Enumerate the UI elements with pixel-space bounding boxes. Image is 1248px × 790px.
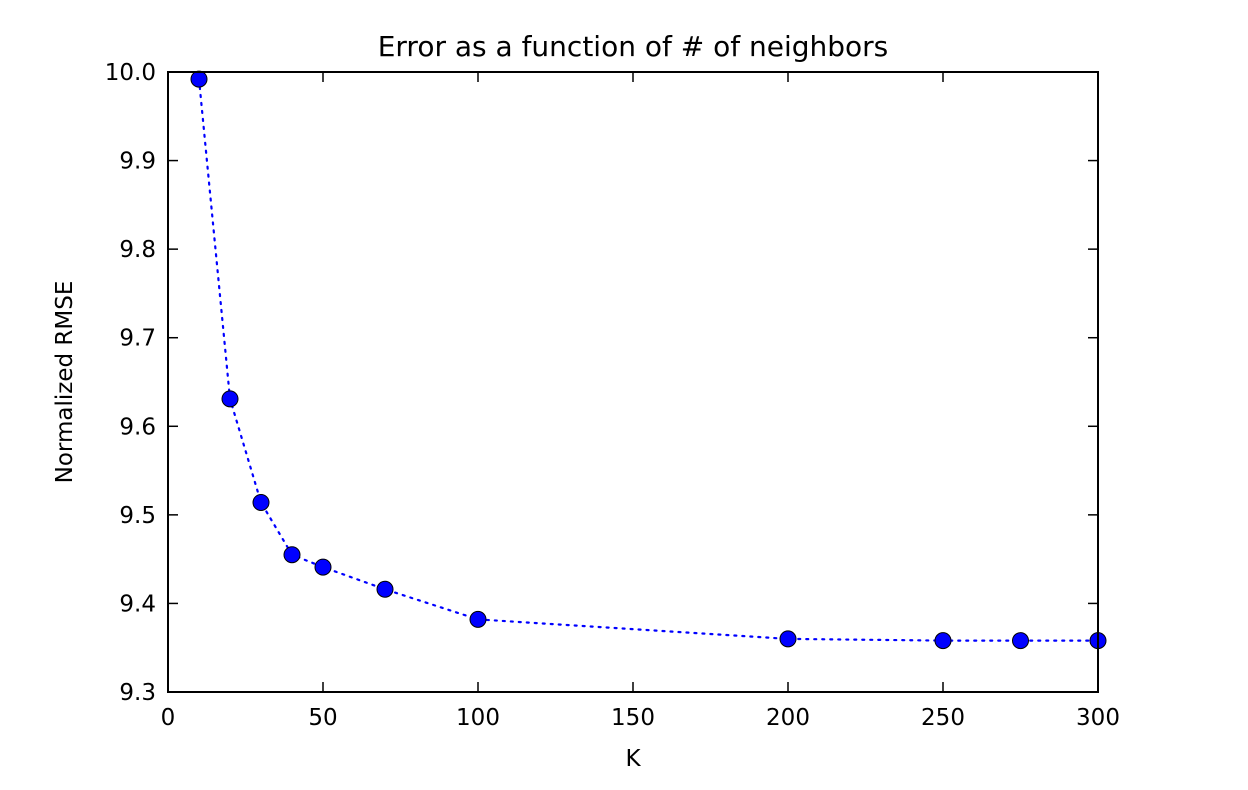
- data-point: [376, 580, 394, 598]
- x-tick-label: 250: [921, 705, 965, 731]
- y-tick-label: 9.9: [119, 149, 156, 175]
- x-tick-label: 0: [161, 705, 176, 731]
- y-tick-label: 9.3: [119, 680, 156, 706]
- x-tick-label: 100: [456, 705, 500, 731]
- data-point: [283, 546, 301, 564]
- x-tick-label: 50: [308, 705, 337, 731]
- data-point: [1012, 632, 1029, 650]
- data-point: [252, 493, 270, 511]
- series-layer: [190, 70, 1107, 650]
- y-tick-label: 9.5: [119, 503, 156, 529]
- y-tick-label: 9.6: [119, 414, 156, 440]
- ticks-layer: 0 50 100 150 200 250 300 9.3 9.4 9.5 9.6 9.7 9.8 9.9 1…: [105, 60, 1120, 731]
- series-line: [197, 77, 1100, 642]
- data-point: [934, 632, 952, 650]
- y-tick-label: 9.8: [119, 237, 156, 263]
- y-axis-label: Normalized RMSE: [52, 281, 78, 484]
- chart-title: Error as a function of # of neighbors: [378, 30, 889, 63]
- y-tick-label: 9.4: [119, 591, 156, 617]
- x-tick-label: 300: [1076, 705, 1120, 731]
- plot-area: [168, 72, 1098, 692]
- data-point: [469, 610, 487, 628]
- y-tick-label: 9.7: [119, 326, 156, 352]
- data-point: [779, 630, 797, 648]
- data-point: [221, 390, 239, 408]
- x-tick-label: 200: [766, 705, 810, 731]
- data-point: [314, 558, 332, 576]
- x-tick-label: 150: [611, 705, 655, 731]
- y-tick-label: 10.0: [105, 60, 156, 86]
- x-axis-label: K: [625, 746, 641, 772]
- data-point: [190, 70, 208, 88]
